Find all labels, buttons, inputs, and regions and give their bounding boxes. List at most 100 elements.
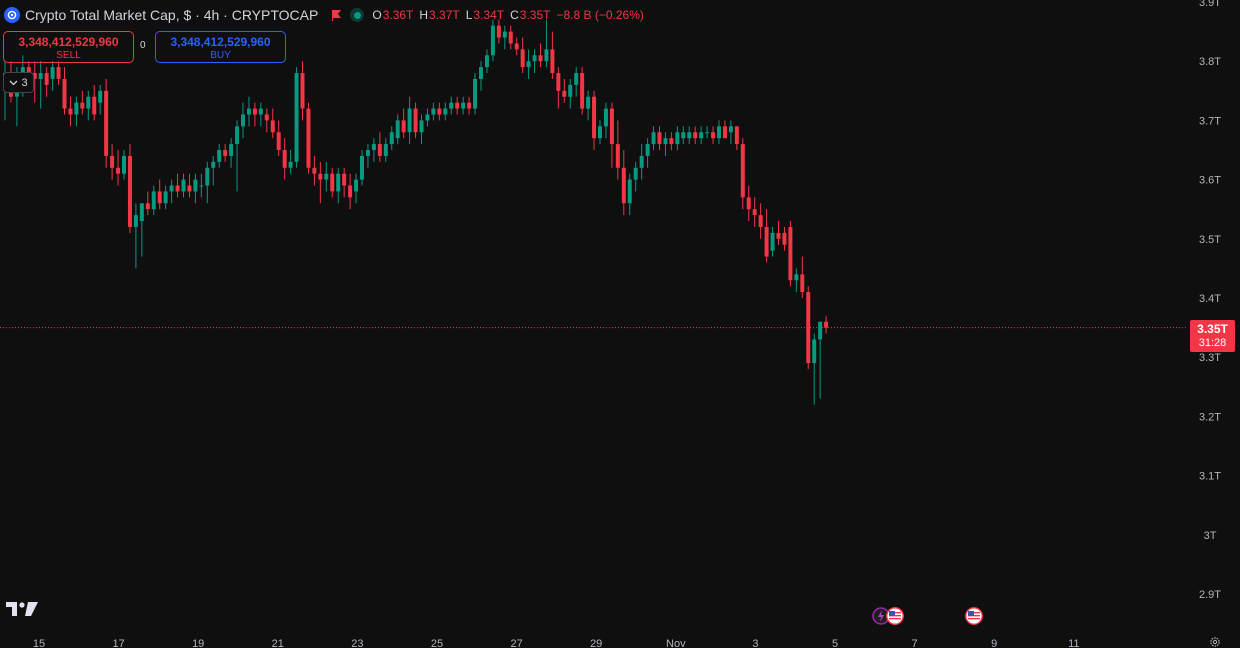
candle-body: [229, 144, 234, 156]
y-tick-label: 3.6T: [1199, 175, 1221, 187]
candle-body: [699, 132, 704, 139]
ohlc-high: H3.37T: [419, 8, 460, 22]
candle-body: [800, 274, 805, 293]
candle-body: [258, 108, 263, 115]
candle-body: [496, 25, 501, 38]
spread-value: 0: [140, 40, 146, 51]
candle-body: [300, 73, 305, 109]
candle-body: [484, 55, 489, 68]
y-tick-label: 3.9T: [1199, 0, 1221, 9]
candle-body: [235, 126, 240, 145]
sell-value: 3,348,412,529,960: [18, 35, 119, 49]
candle-body: [241, 114, 245, 127]
candle-body: [365, 150, 370, 156]
x-tick-label: 7: [912, 638, 918, 648]
candle-body: [621, 167, 626, 204]
flag-icon[interactable]: [330, 9, 342, 21]
x-tick-label: Nov: [666, 638, 686, 648]
candle-body: [431, 108, 436, 115]
x-tick-label: 3: [752, 638, 758, 648]
candle-body: [782, 232, 787, 245]
buy-button[interactable]: 3,348,412,529,960 BUY: [155, 31, 286, 63]
candle-body: [330, 173, 335, 192]
candle-body: [568, 84, 573, 97]
x-tick-label: 19: [192, 638, 204, 648]
us-flag-event-icon[interactable]: [886, 607, 904, 625]
candle-body: [520, 49, 525, 68]
x-tick-label: 21: [272, 638, 284, 648]
y-tick-label: 3.5T: [1199, 234, 1221, 246]
candle-body: [425, 114, 430, 121]
indicators-count: 3: [21, 76, 28, 89]
candle-body: [651, 132, 656, 145]
candle-body: [264, 114, 269, 121]
candle-body: [675, 132, 680, 145]
ohlc-low: L3.34T: [465, 8, 505, 22]
candle-body: [127, 155, 132, 227]
candle-body: [609, 108, 614, 145]
y-tick-label: 3.4T: [1199, 293, 1221, 305]
candle-body: [538, 55, 543, 62]
candle-body: [306, 108, 311, 168]
chart-legend: Crypto Total Market Cap, $ · 4h · CRYPTO…: [4, 4, 650, 26]
y-tick-label: 3.8T: [1199, 56, 1221, 68]
candle-body: [788, 226, 793, 281]
indicators-toggle-button[interactable]: 3: [3, 72, 34, 93]
settings-gear-icon[interactable]: [1207, 636, 1223, 648]
candle-body: [818, 321, 823, 340]
candle-body: [270, 120, 275, 133]
candle-body: [50, 67, 55, 79]
x-tick-label: 9: [991, 638, 997, 648]
candle-body: [562, 90, 567, 97]
candle-body: [461, 102, 466, 109]
x-tick-label: 15: [33, 638, 45, 648]
y-axis[interactable]: 3.9T 3.8T 3.7T 3.6T 3.5T 3.4T 3.3T 3.2T 3.1T 3T 2.…: [1199, 0, 1221, 601]
candle-body: [746, 197, 751, 210]
candle-body: [598, 126, 602, 139]
candle-body: [395, 120, 400, 139]
candle-body: [407, 108, 412, 133]
sell-button[interactable]: 3,348,412,529,960 SELL: [3, 31, 134, 63]
candle-body: [514, 43, 519, 50]
candle-body: [502, 31, 507, 38]
candle-body: [187, 185, 192, 192]
candle-body: [151, 191, 156, 210]
lightning-event-icon[interactable]: [872, 607, 890, 625]
candle-body: [74, 102, 79, 115]
buy-label: BUY: [210, 50, 231, 61]
candle-body: [752, 209, 757, 216]
candle-body: [110, 155, 115, 168]
candle-body: [56, 67, 61, 79]
candle-body: [294, 73, 299, 162]
candle-body: [758, 215, 763, 227]
candle-body: [722, 126, 727, 139]
tradingview-logo-icon[interactable]: [6, 600, 38, 618]
candle-body: [449, 102, 454, 109]
candle-body: [288, 161, 293, 168]
symbol-title[interactable]: Crypto Total Market Cap, $ · 4h · CRYPTO…: [25, 7, 319, 23]
sell-label: SELL: [56, 50, 81, 61]
candle-body: [86, 96, 91, 109]
candle-body: [205, 167, 210, 186]
candle-body: [669, 138, 674, 145]
y-tick-label: 3.2T: [1199, 411, 1221, 423]
candle-body: [223, 150, 228, 156]
candle-body: [508, 31, 513, 44]
candle-body: [657, 132, 662, 145]
candle-body: [639, 155, 644, 168]
chevron-down-icon: [9, 80, 18, 85]
candle-body: [532, 55, 537, 62]
candle-body: [276, 132, 281, 150]
candle-body: [389, 132, 394, 145]
candle-body: [770, 232, 775, 251]
candle-body: [324, 173, 329, 180]
candle-body: [38, 73, 43, 79]
candle-body: [145, 203, 150, 210]
x-axis[interactable]: 15 17 19 21 23 25 27 29 Nov 3 5 7 9 11: [33, 638, 1080, 648]
candle-body: [163, 191, 168, 204]
us-flag-event-icon[interactable]: [965, 607, 983, 625]
candle-body: [693, 132, 698, 139]
ohlc-close: C3.35T: [510, 8, 551, 22]
candle-body: [711, 132, 716, 139]
